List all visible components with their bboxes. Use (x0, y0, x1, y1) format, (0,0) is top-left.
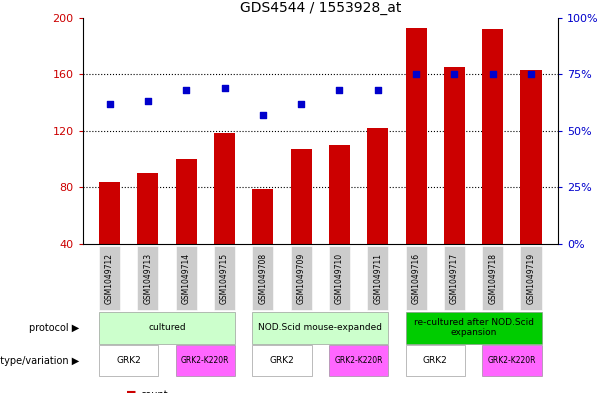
Text: re-cultured after NOD.Scid
expansion: re-cultured after NOD.Scid expansion (414, 318, 533, 338)
Point (258, 112, 268, 118)
Text: genotype/variation ▶: genotype/variation ▶ (0, 356, 80, 365)
Text: GSM1049716: GSM1049716 (411, 252, 421, 304)
Bar (444, 67, 465, 244)
Title: GDS4544 / 1553928_at: GDS4544 / 1553928_at (240, 1, 401, 15)
Text: GRK2: GRK2 (423, 356, 447, 365)
Text: GRK2: GRK2 (116, 356, 141, 365)
Point (219, 84, 229, 91)
Text: GSM1049711: GSM1049711 (373, 253, 383, 303)
Text: NOD.Scid mouse-expanded: NOD.Scid mouse-expanded (258, 323, 383, 332)
Text: protocol ▶: protocol ▶ (29, 323, 80, 333)
Text: count: count (141, 390, 169, 393)
Text: GRK2: GRK2 (270, 356, 294, 365)
Bar (214, 134, 235, 244)
Bar (176, 159, 197, 244)
Bar (482, 29, 503, 244)
Point (526, 71, 536, 77)
Bar (329, 145, 350, 244)
Point (373, 87, 383, 93)
Text: GSM1049710: GSM1049710 (335, 252, 344, 304)
Bar (406, 28, 427, 244)
Bar (291, 149, 311, 244)
Text: GSM1049715: GSM1049715 (220, 252, 229, 304)
Point (105, 100, 115, 107)
Point (296, 100, 306, 107)
Bar (520, 70, 541, 244)
Point (181, 87, 191, 93)
Bar (253, 189, 273, 244)
Point (488, 71, 498, 77)
Text: GRK2-K220R: GRK2-K220R (181, 356, 230, 365)
Text: GSM1049709: GSM1049709 (297, 252, 306, 304)
Text: cultured: cultured (148, 323, 186, 332)
Point (143, 98, 153, 105)
Bar (137, 173, 158, 244)
Text: GSM1049717: GSM1049717 (450, 252, 459, 304)
Text: GSM1049712: GSM1049712 (105, 253, 114, 303)
Text: ■: ■ (126, 390, 140, 393)
Text: GSM1049713: GSM1049713 (143, 252, 153, 304)
Bar (99, 182, 120, 244)
Text: GRK2-K220R: GRK2-K220R (334, 356, 383, 365)
Point (411, 71, 421, 77)
Point (449, 71, 459, 77)
Text: GRK2-K220R: GRK2-K220R (487, 356, 536, 365)
Point (335, 87, 345, 93)
Text: GSM1049718: GSM1049718 (488, 253, 497, 303)
Text: GSM1049708: GSM1049708 (258, 252, 267, 304)
Text: GSM1049714: GSM1049714 (181, 252, 191, 304)
Text: GSM1049719: GSM1049719 (527, 252, 536, 304)
Bar (367, 128, 388, 244)
